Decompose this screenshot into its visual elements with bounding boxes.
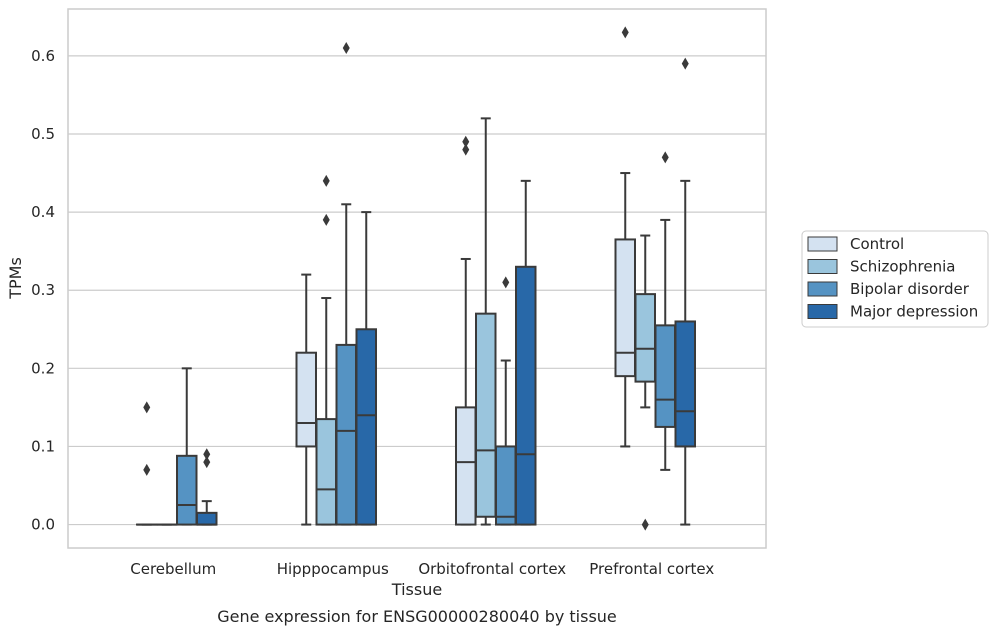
outlier-marker xyxy=(462,135,470,148)
y-tick-label: 0.1 xyxy=(31,437,55,455)
y-tick-labels: 0.0 0.1 0.2 0.3 0.4 0.5 0.6 xyxy=(31,47,55,534)
x-tick-label: Prefrontal cortex xyxy=(589,560,714,578)
box-2-2 xyxy=(495,276,517,526)
chart-caption: Gene expression for ENSG00000280040 by t… xyxy=(217,607,617,626)
outlier-marker xyxy=(203,448,211,461)
boxes xyxy=(136,26,696,531)
outlier-marker xyxy=(342,42,350,55)
box-1-2 xyxy=(475,117,497,526)
box-body xyxy=(475,312,497,518)
outlier-marker xyxy=(462,143,470,156)
x-tick-labels: Cerebellum Hipppocampus Orbitofrontal cort… xyxy=(130,560,714,578)
box-3-1 xyxy=(355,211,377,526)
box-body xyxy=(654,324,676,428)
box-0-2 xyxy=(455,135,477,526)
box-body xyxy=(674,320,696,448)
box-1-3 xyxy=(634,234,656,531)
legend-frame xyxy=(801,230,989,328)
y-tick-label: 0.6 xyxy=(31,47,55,65)
plot-frame xyxy=(67,8,767,549)
y-axis-title: TPMs xyxy=(6,257,25,300)
box-body xyxy=(634,293,656,383)
y-tick-label: 0.5 xyxy=(31,125,55,143)
outlier-marker xyxy=(143,463,151,476)
box-body xyxy=(315,418,337,526)
box-body xyxy=(614,238,636,378)
box-3-2 xyxy=(515,179,537,526)
box-2-0 xyxy=(176,367,198,526)
box-body xyxy=(335,343,357,526)
y-tick-label: 0.2 xyxy=(31,359,55,377)
outlier-marker xyxy=(661,151,669,164)
grid-lines xyxy=(68,55,766,526)
box-0-3 xyxy=(614,26,636,448)
y-tick-label: 0.3 xyxy=(31,281,55,299)
legend-label: Major depression xyxy=(850,303,978,321)
legend-swatch xyxy=(807,281,838,297)
box-0-0 xyxy=(136,401,158,526)
outlier-marker xyxy=(621,26,629,39)
x-tick-label: Orbitofrontal cortex xyxy=(418,560,566,578)
legend-swatch xyxy=(807,304,838,319)
box-body xyxy=(455,406,477,526)
box-body xyxy=(515,265,537,526)
x-tick-label: Cerebellum xyxy=(130,560,216,578)
box-2-3 xyxy=(654,151,676,471)
legend: Control Schizophrenia Bipolar disorder Majo… xyxy=(801,230,989,328)
outlier-marker xyxy=(143,401,151,414)
outlier-marker xyxy=(641,518,649,531)
outlier-marker xyxy=(322,174,330,187)
box-0-1 xyxy=(295,273,317,526)
y-tick-label: 0.4 xyxy=(31,203,55,221)
box-body xyxy=(176,454,198,526)
box-body xyxy=(355,328,377,526)
box-body xyxy=(495,445,517,526)
box-body xyxy=(196,511,218,526)
outlier-marker xyxy=(681,57,689,70)
box-1-1 xyxy=(315,174,337,526)
x-axis-title: Tissue xyxy=(391,580,442,599)
legend-label: Control xyxy=(850,235,904,253)
x-tick-label: Hipppocampus xyxy=(277,560,389,578)
box-body xyxy=(295,351,317,448)
legend-swatch xyxy=(807,259,838,274)
box-2-1 xyxy=(335,42,357,526)
outlier-marker xyxy=(322,213,330,226)
legend-label: Bipolar disorder xyxy=(850,280,970,298)
legend-label: Schizophrenia xyxy=(850,258,955,276)
outlier-marker xyxy=(203,456,211,469)
box-3-0 xyxy=(196,448,218,526)
outlier-marker xyxy=(502,276,510,289)
legend-swatch xyxy=(807,236,838,252)
box-3-3 xyxy=(674,57,696,526)
y-tick-label: 0.0 xyxy=(31,516,55,534)
